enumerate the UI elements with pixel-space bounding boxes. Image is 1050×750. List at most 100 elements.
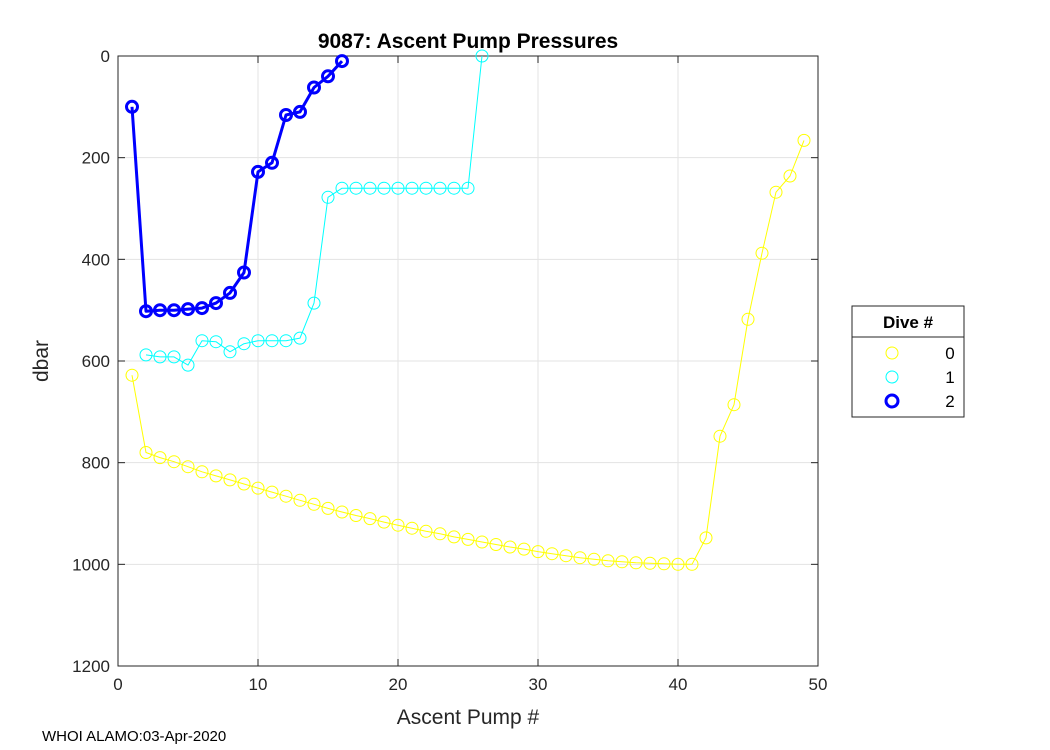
data-point [195, 301, 209, 316]
axes: 0 10 20 30 40 50 0 200 400 600 800 1000 1200 [72, 47, 827, 694]
data-point [433, 527, 447, 541]
legend: Dive # 0 1 2 [851, 305, 965, 418]
data-point [237, 337, 251, 351]
data-point [517, 542, 531, 556]
y-tick-label: 1000 [72, 555, 110, 574]
y-tick-label: 600 [82, 352, 110, 371]
data-point [615, 555, 629, 569]
data-point [209, 469, 223, 483]
data-point [601, 554, 615, 568]
x-tick-label: 30 [529, 675, 548, 694]
data-point [307, 296, 321, 310]
data-point [237, 265, 251, 280]
data-point [769, 185, 783, 199]
data-point [531, 545, 545, 559]
data-point [377, 181, 391, 195]
y-tick-label: 400 [82, 250, 110, 269]
data-point [503, 540, 517, 554]
data-point [167, 455, 181, 469]
data-point [405, 181, 419, 195]
data-point [307, 80, 321, 95]
data-point [657, 557, 671, 571]
data-point [209, 335, 223, 349]
data-point [349, 509, 363, 522]
data-point [265, 334, 279, 348]
data-point [629, 556, 643, 570]
x-tick-label: 0 [113, 675, 122, 694]
legend-marker [885, 346, 899, 360]
legend-title: Dive # [883, 313, 934, 332]
data-point [321, 501, 335, 515]
data-point [279, 108, 293, 122]
data-point [265, 155, 279, 170]
data-point [293, 331, 307, 345]
legend-label: 2 [945, 392, 954, 411]
data-point [195, 334, 209, 348]
series-line-1 [145, 55, 483, 366]
footer-stamp: WHOI ALAMO:03-Apr-2020 [42, 728, 226, 745]
data-point [559, 549, 573, 563]
series-line-0 [131, 140, 805, 565]
data-point [475, 535, 489, 549]
data-point [461, 532, 475, 546]
legend-marker [884, 393, 900, 409]
data-point [363, 181, 377, 195]
data-point [405, 521, 419, 535]
data-point [321, 190, 335, 204]
data-point [223, 285, 237, 300]
data-point [755, 246, 769, 260]
series-2 [125, 54, 349, 319]
legend-label: 1 [945, 368, 954, 387]
data-point [741, 312, 755, 326]
series-layer [125, 49, 811, 571]
data-point [293, 104, 307, 119]
data-point [265, 485, 279, 499]
data-point [447, 530, 461, 544]
y-axis-label: dbar [30, 340, 53, 382]
data-point [153, 451, 167, 465]
data-point [685, 557, 699, 571]
data-point [699, 531, 713, 545]
data-point [433, 181, 447, 195]
data-point [545, 547, 559, 561]
data-point [223, 345, 237, 359]
x-tick-label: 20 [389, 675, 408, 694]
x-axis-label: Ascent Pump # [397, 706, 540, 729]
legend-box [851, 305, 965, 418]
data-point [573, 551, 587, 565]
data-point [139, 304, 153, 319]
data-point [797, 133, 811, 147]
data-point [321, 69, 335, 84]
data-point [181, 460, 195, 474]
y-tick-label: 800 [82, 454, 110, 473]
data-point [727, 398, 741, 412]
data-point [643, 556, 657, 570]
chart-title: 9087: Ascent Pump Pressures [318, 30, 618, 53]
data-point [419, 181, 433, 195]
data-point [251, 334, 265, 348]
data-point [363, 512, 377, 526]
data-point [251, 164, 265, 179]
legend-entry-2: 2 [884, 392, 955, 411]
legend-entry-0: 0 [885, 344, 955, 363]
data-point [139, 446, 153, 459]
data-point [307, 497, 321, 511]
data-point [139, 348, 153, 362]
data-point [461, 181, 475, 195]
data-point [153, 350, 167, 364]
data-point [153, 303, 167, 318]
data-point [447, 181, 461, 195]
legend-entry-1: 1 [885, 368, 955, 387]
x-tick-label: 10 [249, 675, 268, 694]
data-point [167, 350, 181, 364]
data-point [489, 538, 503, 551]
data-point [475, 49, 489, 63]
legend-label: 0 [945, 344, 954, 363]
y-tick-label: 1200 [72, 657, 110, 676]
data-point [671, 557, 685, 571]
data-point [167, 303, 181, 318]
data-point [195, 465, 209, 479]
y-tick-label: 0 [101, 47, 110, 66]
data-point [293, 493, 307, 507]
